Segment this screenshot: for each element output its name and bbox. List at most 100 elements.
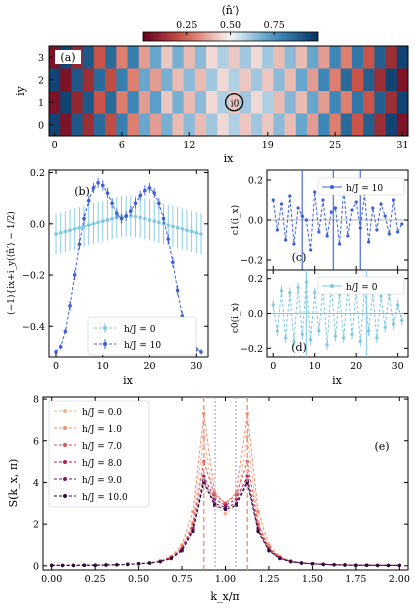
colorbar-label: ⟨n̂′⟩ [221, 4, 239, 17]
colorbar-tick-label: 0.25 [176, 20, 197, 31]
heatmap-y-tick-label: 0 [38, 120, 44, 131]
data-point [49, 563, 54, 568]
data-point [379, 202, 383, 206]
x-tick-label: 10 [97, 361, 109, 372]
x-tick-label: 30 [190, 361, 202, 372]
data-point [175, 288, 180, 293]
heatmap-cell [105, 91, 117, 114]
heatmap-cell [295, 68, 308, 92]
heatmap-cell [262, 68, 274, 92]
panel-d-x-axis-label: ix [332, 374, 343, 387]
heatmap-cell [363, 46, 375, 69]
heatmap-cell [194, 113, 207, 137]
data-point [304, 218, 308, 222]
data-point [321, 562, 325, 567]
heatmap-cell [239, 113, 252, 137]
legend-label: h/J = 9.0 [82, 476, 122, 486]
data-point [77, 225, 82, 230]
data-point [313, 291, 317, 295]
legend-swatch-marker [330, 185, 334, 189]
series-line [55, 182, 202, 353]
panel-e-y-axis-label: S(k_x, π) [7, 459, 20, 508]
heatmap-cell [183, 46, 196, 69]
data-point [342, 336, 346, 340]
y-tick-label: 0.0 [248, 216, 263, 227]
data-point [72, 227, 77, 231]
legend-label: h/J = 0.0 [82, 408, 122, 418]
data-point [400, 318, 404, 323]
legend-label: h/J = 7.0 [82, 442, 122, 452]
data-point [267, 543, 271, 547]
panel-d-y-axis-label: c0(i_x) [230, 303, 241, 333]
legend-swatch-marker [63, 460, 67, 464]
heatmap-cell [329, 113, 341, 137]
legend-label: h/J = 10 [346, 184, 383, 194]
heatmap-x-tick-label: 0 [52, 140, 58, 151]
data-point [375, 228, 379, 232]
heatmap-cell [239, 68, 252, 92]
panel-a-label: (a) [60, 51, 75, 64]
data-point [325, 343, 329, 347]
legend-swatch-marker [330, 284, 334, 288]
data-point [332, 563, 336, 567]
heatmap-cell [385, 91, 398, 114]
data-point [300, 332, 304, 336]
heatmap-cell [217, 68, 229, 92]
legend-swatch-marker [63, 443, 67, 447]
heatmap-x-axis-label: ix [224, 152, 235, 165]
y-tick-label: 2 [33, 520, 39, 531]
data-point [256, 529, 260, 534]
heatmap-cell [217, 46, 229, 69]
data-point [292, 339, 296, 343]
data-point [397, 563, 402, 568]
data-point [245, 480, 249, 485]
heatmap-cell [49, 113, 61, 137]
heatmap-cell [228, 68, 241, 92]
data-point [275, 228, 279, 232]
heatmap-y-axis-label: iy [14, 85, 27, 96]
y-tick-label: 0.2 [248, 274, 263, 285]
data-point [58, 344, 63, 349]
data-point [354, 200, 358, 204]
heatmap-cell [340, 46, 353, 69]
heatmap-cell [172, 113, 184, 137]
data-point [292, 242, 296, 246]
data-point [171, 260, 175, 265]
heatmap-cell [206, 68, 218, 92]
data-point [387, 232, 391, 236]
data-point [267, 549, 271, 553]
data-point [86, 198, 91, 203]
x-tick-label: 0.25 [85, 574, 106, 585]
colorbar-tick-label: 0.50 [220, 20, 241, 31]
heatmap-cell [284, 113, 297, 137]
data-point [189, 229, 194, 234]
heatmap-cell [71, 91, 83, 114]
heatmap-cell [93, 68, 106, 92]
heatmap-cell [183, 91, 196, 114]
data-point [317, 230, 321, 234]
heatmap-cell [116, 91, 128, 114]
reference-site-label: i0 [231, 99, 240, 109]
x-tick-label: 0 [53, 361, 59, 372]
panel-c-legend [317, 177, 405, 196]
heatmap-cell [351, 68, 364, 92]
data-point [86, 223, 91, 227]
heatmap-cell [116, 46, 128, 69]
data-point [124, 214, 128, 218]
heatmap-cell [284, 68, 297, 92]
data-point [313, 190, 317, 194]
data-point [96, 181, 100, 185]
data-point [138, 193, 142, 198]
legend-label: h/J = 0 [124, 325, 156, 335]
data-point [256, 509, 260, 514]
data-point [63, 229, 68, 234]
panel-d-legend [317, 276, 405, 295]
data-point [343, 563, 347, 567]
legend-label: h/J = 10.0 [82, 493, 128, 503]
data-point [91, 221, 96, 226]
data-point [284, 336, 288, 340]
heatmap-frame [48, 45, 409, 137]
heatmap-cell [273, 46, 285, 69]
x-tick-label: 0 [270, 361, 276, 372]
